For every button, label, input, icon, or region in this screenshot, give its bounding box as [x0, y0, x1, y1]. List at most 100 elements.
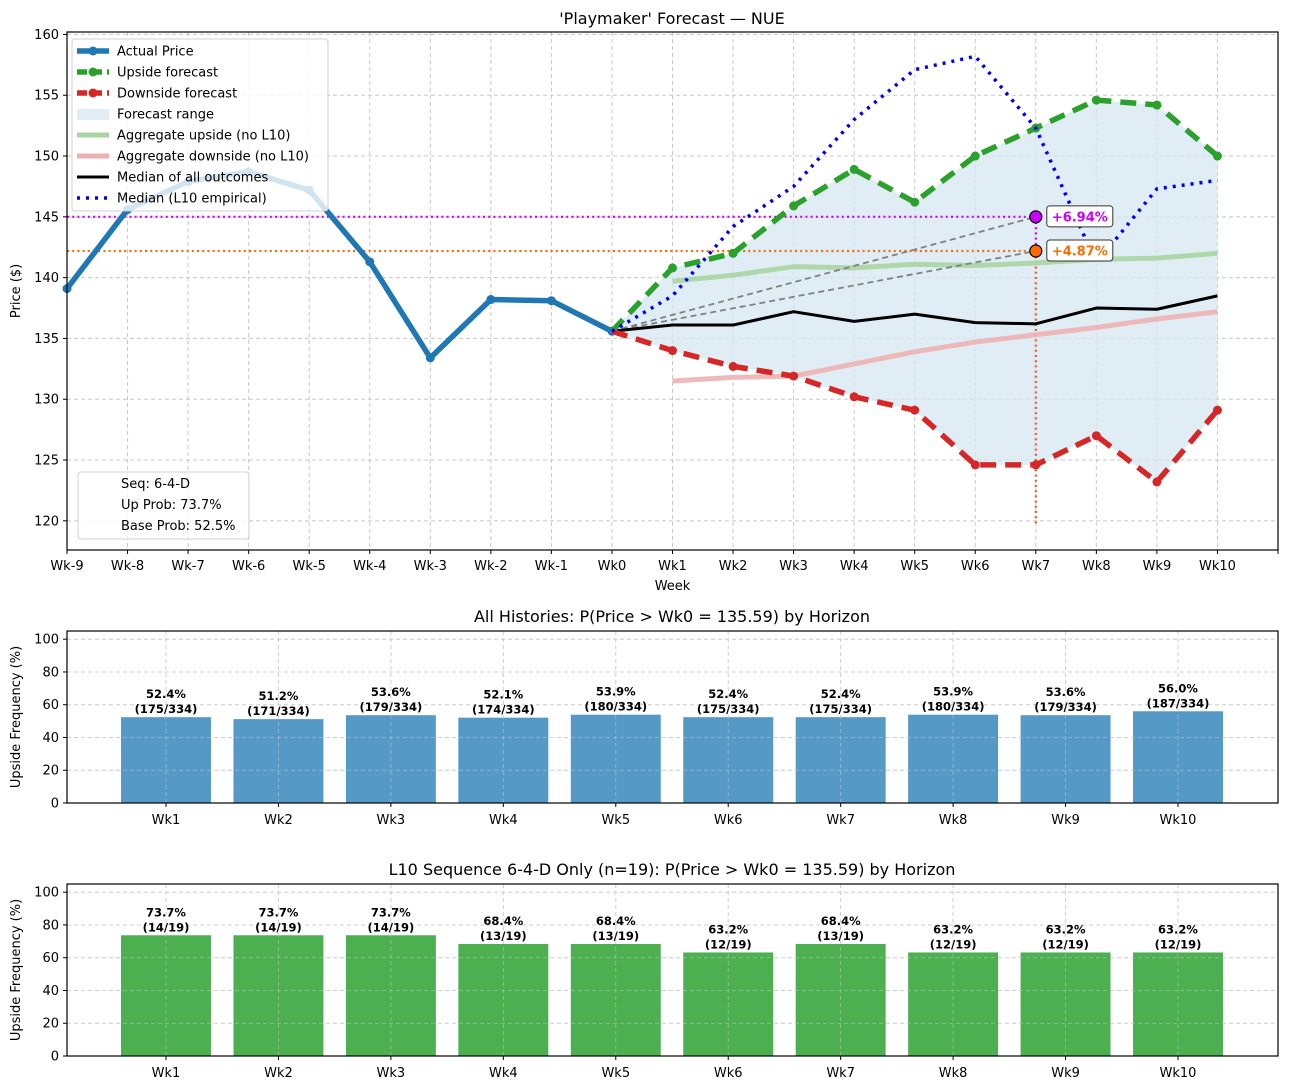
legend-item: Aggregate upside (no L10)	[77, 129, 290, 144]
y-tick-label: 0	[51, 1050, 59, 1065]
bar-count-label: (175/334)	[697, 702, 760, 716]
y-tick-label: 40	[42, 731, 59, 746]
legend-item: Actual Price	[77, 45, 194, 60]
bar-value-label: 53.6%	[1046, 685, 1086, 699]
x-tick-label: Wk-5	[293, 559, 326, 574]
x-tick-label: Wk-7	[171, 559, 204, 574]
x-tick-label: Wk5	[601, 813, 630, 828]
upside-forecast-point	[728, 248, 738, 258]
y-axis-ticks: 120 125 130 135 140 145 150 155 160	[34, 28, 67, 529]
legend-item: Median (L10 empirical)	[77, 192, 267, 207]
y-tick-label: 40	[42, 984, 59, 999]
y-axis-label: Upside Frequency (%)	[9, 899, 24, 1041]
upside-forecast-point	[910, 197, 920, 207]
bar-value-label: 52.4%	[821, 687, 861, 701]
l10-sequence-bar-chart: L10 Sequence 6-4-D Only (n=19): P(Price …	[9, 860, 1279, 1081]
downside-forecast-point	[1152, 477, 1162, 487]
info-box: Seq: 6-4-D Up Prob: 73.7% Base Prob: 52.5%	[77, 471, 250, 540]
x-tick-label: Wk9	[1051, 1066, 1080, 1081]
info-box-line: Up Prob: 73.7%	[121, 498, 222, 513]
bar-wk3	[345, 935, 436, 1056]
bar-count-label: (179/334)	[360, 700, 423, 714]
y-tick-label: 100	[34, 886, 59, 901]
x-tick-label: Wk8	[1082, 559, 1111, 574]
downside-forecast-point	[1031, 460, 1041, 470]
median-l10-line	[611, 54, 1218, 333]
legend-label: Forecast range	[117, 108, 214, 123]
bar-count-label: (187/334)	[1147, 696, 1210, 710]
x-tick-label: Wk-6	[232, 559, 265, 574]
bar-value-label: 73.7%	[258, 905, 298, 919]
legend-marker	[88, 67, 98, 77]
bar-wk2	[233, 719, 324, 803]
legend-label: Downside forecast	[117, 87, 237, 102]
upside-forecast-point	[1152, 100, 1162, 110]
data-labels: 73.7%(14/19)73.7%(14/19)73.7%(14/19) 68.4…	[143, 905, 1202, 951]
bar-count-label: (171/334)	[247, 704, 310, 718]
targets: +6.94% +4.87%	[1029, 205, 1114, 262]
bar-value-label: 51.2%	[258, 689, 298, 703]
x-tick-label: Wk10	[1160, 1066, 1197, 1081]
all-histories-bar-chart: All Histories: P(Price > Wk0 = 135.59) b…	[9, 607, 1279, 828]
downside-forecast-point	[1212, 405, 1222, 415]
x-tick-label: Wk3	[779, 559, 808, 574]
median-all-outcomes-line	[611, 294, 1218, 333]
y-tick-label: 160	[34, 28, 59, 43]
info-box-line: Base Prob: 52.5%	[121, 519, 235, 534]
bar-wk2	[233, 935, 324, 1056]
x-tick-label: Wk7	[826, 813, 855, 828]
bar-count-label: (12/19)	[1155, 937, 1202, 951]
bar-value-label: 52.1%	[483, 688, 523, 702]
x-tick-label: Wk-8	[111, 559, 144, 574]
x-tick-label: Wk3	[377, 813, 406, 828]
bar-count-label: (14/19)	[143, 920, 190, 934]
x-tick-label: Wk9	[1143, 559, 1172, 574]
info-box-frame	[77, 471, 250, 540]
upside-forecast-point	[789, 201, 799, 211]
bar-count-label: (13/19)	[817, 929, 864, 943]
x-tick-label: Wk1	[658, 559, 687, 574]
actual-price-point	[365, 257, 375, 267]
downside-forecast-point	[1091, 431, 1101, 441]
x-axis-ticks: Wk1 Wk2 Wk3 Wk4 Wk5 Wk6 Wk7 Wk8 Wk9 Wk10	[152, 1056, 1197, 1081]
y-tick-label: 135	[34, 332, 59, 347]
downside-forecast-point	[849, 392, 859, 402]
x-tick-label: Wk10	[1160, 813, 1197, 828]
downside-forecast-point	[910, 405, 920, 415]
legend-item: Forecast range	[77, 108, 214, 123]
x-tick-label: Wk-2	[474, 559, 507, 574]
y-axis-ticks: 0 20 40 60 80 100	[34, 633, 67, 812]
legend-item: Aggregate downside (no L10)	[77, 150, 309, 165]
bar-value-label: 52.4%	[708, 687, 748, 701]
x-tick-label: Wk6	[961, 559, 990, 574]
x-tick-label: Wk7	[826, 1066, 855, 1081]
x-tick-label: Wk2	[719, 559, 748, 574]
bar-count-label: (175/334)	[809, 702, 872, 716]
upside-forecast-point	[970, 151, 980, 161]
bars	[67, 631, 1278, 804]
legend-label: Median of all outcomes	[117, 171, 268, 186]
y-tick-label: 20	[42, 764, 59, 779]
bar-value-label: 53.9%	[933, 685, 973, 699]
target-trend-line	[611, 215, 1037, 333]
x-axis-label: Week	[655, 579, 691, 594]
bar-count-label: (12/19)	[1042, 937, 1089, 951]
bar-value-label: 68.4%	[483, 914, 523, 928]
legend-marker	[88, 46, 98, 56]
x-tick-label: Wk7	[1021, 559, 1050, 574]
x-tick-label: Wk5	[601, 1066, 630, 1081]
bar-value-label: 53.6%	[371, 685, 411, 699]
legend-item: Upside forecast	[77, 66, 218, 81]
x-tick-label: Wk2	[264, 1066, 293, 1081]
target-label-box	[1046, 205, 1114, 228]
bar-count-label: (180/334)	[922, 700, 985, 714]
bar-value-label: 68.4%	[821, 914, 861, 928]
legend-frame	[71, 38, 329, 212]
chart-title: 'Playmaker' Forecast — NUE	[559, 9, 784, 28]
y-tick-label: 80	[42, 918, 59, 933]
bar-count-label: (179/334)	[1034, 700, 1097, 714]
y-tick-label: 125	[34, 454, 59, 469]
y-tick-label: 120	[34, 514, 59, 529]
x-tick-label: Wk9	[1051, 813, 1080, 828]
